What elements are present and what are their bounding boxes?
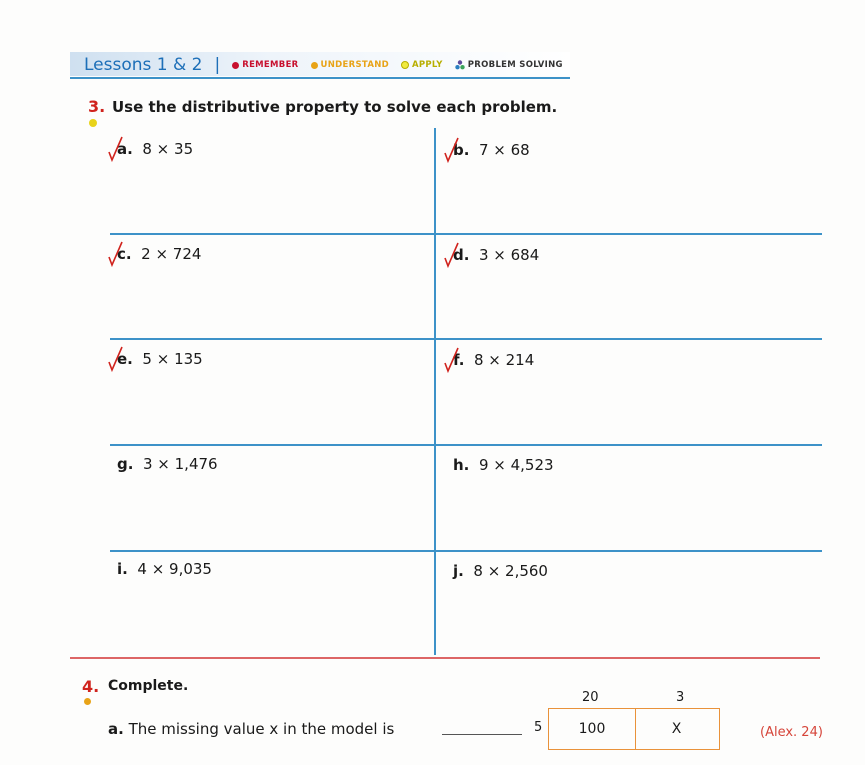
lessons-title: Lessons 1 & 2: [84, 55, 203, 75]
item-expression: 9 × 4,523: [478, 456, 554, 474]
problem-item: c. 2 × 724: [117, 245, 201, 263]
problem-item: f. 8 × 214: [453, 351, 534, 369]
item-letter: i.: [117, 560, 128, 578]
problem-item: a. 8 × 35: [117, 140, 193, 158]
understand-dot-icon: [310, 61, 318, 69]
problem-item: j. 8 × 2,560: [453, 562, 548, 580]
item-expression: 2 × 724: [141, 245, 202, 263]
q4-instruction: Complete.: [108, 678, 189, 694]
check-mark-stroke: [444, 347, 459, 373]
item-letter: e.: [117, 350, 133, 368]
check-mark-stroke: [444, 242, 459, 268]
grid-divider: [434, 128, 436, 655]
q4a-prompt: The missing value x in the model is: [128, 720, 395, 738]
tag-label: UNDERSTAND: [320, 60, 389, 70]
grid-line: [110, 233, 822, 235]
item-letter: g.: [117, 455, 134, 473]
reference-note: (Alex. 24): [760, 725, 823, 740]
model-row-label: 5: [534, 720, 543, 735]
check-mark-stroke: [108, 241, 123, 267]
check-mark-icon: [444, 137, 459, 163]
model-cell-x: X: [634, 708, 720, 750]
tag-label: APPLY: [411, 60, 443, 70]
item-letter: f.: [453, 351, 465, 369]
item-letter: j.: [453, 562, 464, 580]
q3-instruction: Use the distributive property to solve e…: [112, 98, 558, 116]
tag-apply: APPLY: [400, 60, 443, 70]
level-dot-icon: [89, 119, 97, 127]
item-letter: h.: [453, 456, 470, 474]
model-col-label: 3: [676, 690, 685, 705]
tag-label: PROBLEM SOLVING: [467, 60, 563, 70]
model-col-label: 20: [582, 690, 599, 705]
check-mark-icon: [108, 346, 123, 372]
grid-line: [110, 338, 822, 340]
tag-problem-solving: PROBLEM SOLVING: [455, 60, 563, 70]
item-expression: 7 × 68: [478, 141, 530, 159]
level-dot-icon: [84, 698, 91, 705]
problem-solving-icon: [455, 60, 465, 70]
item-expression: 8 × 214: [473, 351, 535, 369]
item-expression: 8 × 35: [142, 140, 194, 158]
grid-line: [110, 550, 822, 552]
check-mark-icon: [108, 136, 123, 162]
item-expression: 5 × 135: [142, 350, 203, 368]
problem-item: g. 3 × 1,476: [117, 455, 218, 473]
tag-understand: UNDERSTAND: [310, 60, 389, 70]
tag-remember: REMEMBER: [232, 60, 298, 70]
header-underline: [70, 77, 570, 79]
check-mark-icon: [444, 242, 459, 268]
item-expression: 4 × 9,035: [137, 560, 212, 578]
check-mark-icon: [108, 241, 123, 267]
q4-number: 4.: [82, 677, 100, 696]
header-row: Lessons 1 & 2 | REMEMBER UNDERSTAND APPL…: [84, 53, 563, 77]
model-cell: 100: [548, 708, 636, 750]
problem-item: b. 7 × 68: [453, 141, 530, 159]
q4a-letter: a.: [108, 720, 124, 738]
check-mark-stroke: [444, 137, 459, 163]
problem-item: e. 5 × 135: [117, 350, 203, 368]
tag-label: REMEMBER: [242, 60, 299, 70]
check-mark-icon: [444, 347, 459, 373]
remember-dot-icon: [232, 61, 240, 69]
item-expression: 3 × 1,476: [142, 455, 218, 473]
item-expression: 3 × 684: [478, 246, 540, 264]
q4a-text: a. The missing value x in the model is: [108, 720, 394, 738]
header-separator: |: [214, 55, 221, 75]
check-mark-stroke: [108, 346, 123, 372]
problem-item: h. 9 × 4,523: [453, 456, 554, 474]
item-letter: a.: [117, 140, 133, 158]
item-letter: c.: [117, 245, 132, 263]
item-expression: 8 × 2,560: [473, 562, 548, 580]
section-divider: [70, 657, 820, 659]
check-mark-stroke: [108, 136, 123, 162]
header-bar: [70, 52, 570, 76]
item-letter: d.: [453, 246, 470, 264]
apply-dot-icon: [400, 61, 409, 69]
item-letter: b.: [453, 141, 470, 159]
problem-item: i. 4 × 9,035: [117, 560, 212, 578]
answer-blank[interactable]: [442, 734, 522, 735]
q3-number: 3.: [88, 97, 106, 116]
grid-line: [110, 444, 822, 446]
problem-item: d. 3 × 684: [453, 246, 539, 264]
